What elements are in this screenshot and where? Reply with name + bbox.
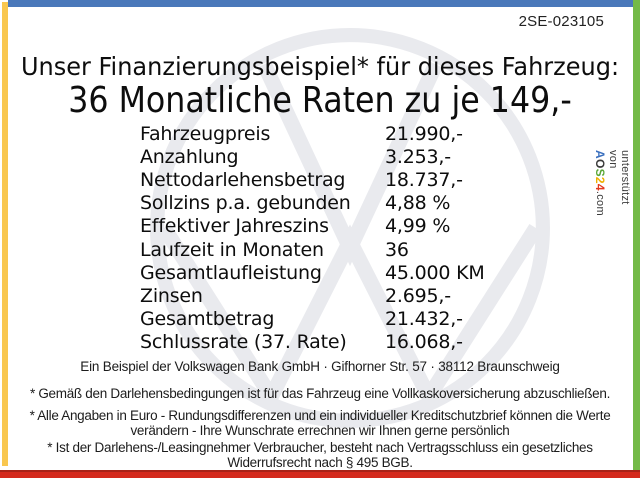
row-label: Nettodarlehensbetrag bbox=[140, 168, 346, 191]
finance-table: Fahrzeugpreis 21.990,- Anzahlung 3.253,-… bbox=[140, 122, 485, 354]
row-label: Effektiver Jahreszins bbox=[140, 215, 329, 238]
table-row: Effektiver Jahreszins 4,99 % bbox=[140, 215, 485, 238]
row-value: 4,88 % bbox=[385, 192, 451, 215]
row-label: Fahrzeugpreis bbox=[140, 122, 271, 145]
footnote-widerruf: * Ist der Darlehens-/Leasingnehmer Verbr… bbox=[0, 440, 640, 470]
row-label: Sollzins p.a. gebunden bbox=[140, 192, 351, 215]
brand-letter: O bbox=[593, 158, 607, 169]
support-suffix: .com bbox=[594, 190, 606, 216]
row-label: Schlussrate (37. Rate) bbox=[140, 331, 347, 354]
support-vertical-text: unterstützt von AOS24.com bbox=[593, 150, 631, 216]
table-row: Zinsen 2.695,- bbox=[140, 284, 485, 307]
support-prefix: unterstützt von bbox=[607, 150, 631, 205]
table-row: Fahrzeugpreis 21.990,- bbox=[140, 122, 485, 145]
brand-letter: 4 bbox=[593, 183, 607, 191]
row-value: 45.000 KM bbox=[385, 261, 485, 284]
table-row: Nettodarlehensbetrag 18.737,- bbox=[140, 168, 485, 191]
table-row: Anzahlung 3.253,- bbox=[140, 145, 485, 168]
bank-address-line: Ein Beispiel der Volkswagen Bank GmbH · … bbox=[80, 359, 560, 374]
table-row: Gesamtlaufleistung 45.000 KM bbox=[140, 261, 485, 284]
table-row: Schlussrate (37. Rate) 16.068,- bbox=[140, 331, 485, 354]
row-value: 18.737,- bbox=[385, 168, 463, 191]
row-label: Gesamtbetrag bbox=[140, 308, 275, 331]
row-label: Laufzeit in Monaten bbox=[140, 238, 324, 261]
row-label: Zinsen bbox=[140, 284, 203, 307]
aos24-brand: AOS24 bbox=[593, 150, 607, 191]
subtitle-rate-line: 36 Monatliche Raten zu je 149,- bbox=[68, 80, 572, 121]
row-label: Anzahlung bbox=[140, 145, 239, 168]
doc-code: 2SE-023105 bbox=[518, 13, 604, 30]
brand-letter: 2 bbox=[593, 176, 607, 184]
brand-letter: S bbox=[593, 168, 607, 177]
brand-letter: A bbox=[593, 150, 607, 159]
footnote-line: Widerrufsrecht nach § 495 BGB. bbox=[227, 454, 413, 470]
left-accent-bar bbox=[2, 2, 8, 466]
row-value: 21.990,- bbox=[385, 122, 463, 145]
footnote-euro-rounding: * Alle Angaben in Euro - Rundungsdiffere… bbox=[0, 408, 640, 438]
row-value: 21.432,- bbox=[385, 308, 463, 331]
row-value: 2.695,- bbox=[385, 284, 451, 307]
footnote-insurance: * Gemäß den Darlehensbedingungen ist für… bbox=[29, 386, 611, 401]
top-accent-bar bbox=[8, 0, 633, 7]
footnote-line: verändern - Ihre Wunschrate errechnen wi… bbox=[130, 422, 510, 438]
row-value: 16.068,- bbox=[385, 331, 463, 354]
row-label: Gesamtlaufleistung bbox=[140, 261, 322, 284]
table-row: Gesamtbetrag 21.432,- bbox=[140, 308, 485, 331]
row-value: 3.253,- bbox=[385, 145, 451, 168]
vw-logo-watermark bbox=[150, 28, 550, 428]
footnote-line: * Ist der Darlehens-/Leasingnehmer Verbr… bbox=[47, 440, 593, 455]
table-row: Sollzins p.a. gebunden 4,88 % bbox=[140, 192, 485, 215]
row-value: 36 bbox=[385, 238, 409, 261]
footnote-line: * Alle Angaben in Euro - Rundungsdiffere… bbox=[29, 408, 611, 423]
title-line: Unser Finanzierungsbeispiel* für dieses … bbox=[20, 52, 620, 81]
bottom-accent-bar bbox=[0, 470, 640, 478]
row-value: 4,99 % bbox=[385, 215, 451, 238]
right-accent-bar bbox=[633, 0, 640, 470]
table-row: Laufzeit in Monaten 36 bbox=[140, 238, 485, 261]
